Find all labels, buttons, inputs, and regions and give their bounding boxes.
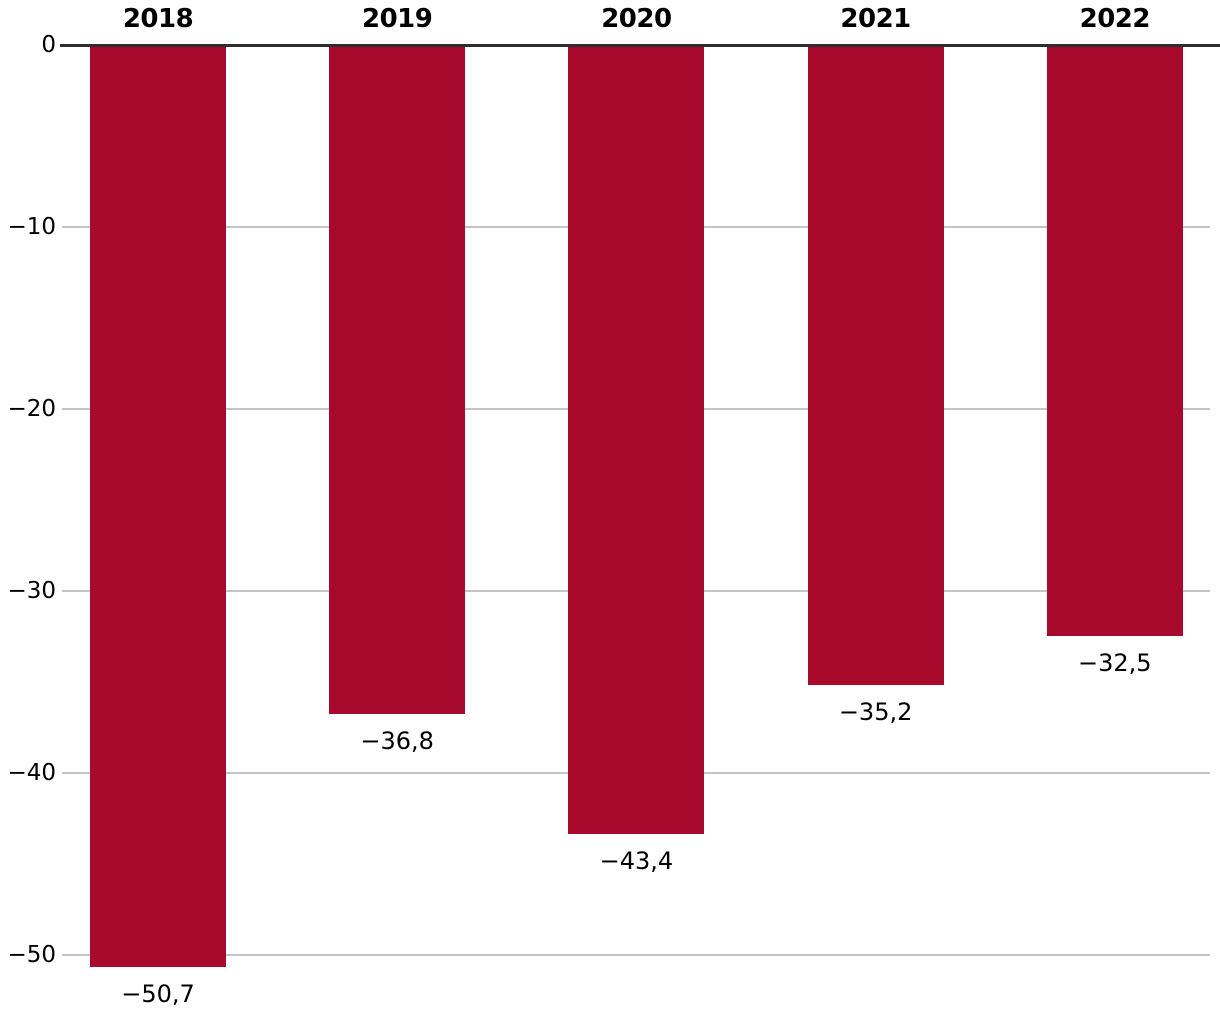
zero-baseline — [60, 44, 1220, 47]
y-tick-label: 0 — [41, 32, 56, 58]
category-label-2020: 2020 — [601, 4, 672, 34]
y-tick-label: −10 — [7, 214, 56, 240]
category-label-2019: 2019 — [362, 4, 433, 34]
value-label-2022: −32,5 — [1078, 648, 1152, 677]
y-tick-label: −50 — [7, 942, 56, 968]
bar-2022 — [1046, 47, 1183, 636]
value-label-2018: −50,7 — [121, 979, 195, 1008]
value-label-2019: −36,8 — [360, 726, 434, 755]
gridline-−50 — [62, 954, 1210, 956]
bar-2021 — [807, 47, 944, 685]
value-label-2021: −35,2 — [838, 697, 913, 726]
bar-2019 — [329, 47, 466, 714]
bar-2018 — [90, 47, 226, 967]
category-label-2021: 2021 — [840, 4, 911, 34]
y-tick-label: −20 — [7, 396, 56, 422]
category-label-2018: 2018 — [122, 4, 194, 34]
y-tick-label: −40 — [7, 760, 56, 786]
value-label-2020: −43,4 — [599, 846, 674, 875]
bar-2020 — [568, 47, 705, 834]
y-tick-label: −30 — [7, 578, 56, 604]
category-label-2022: 2022 — [1079, 4, 1151, 34]
